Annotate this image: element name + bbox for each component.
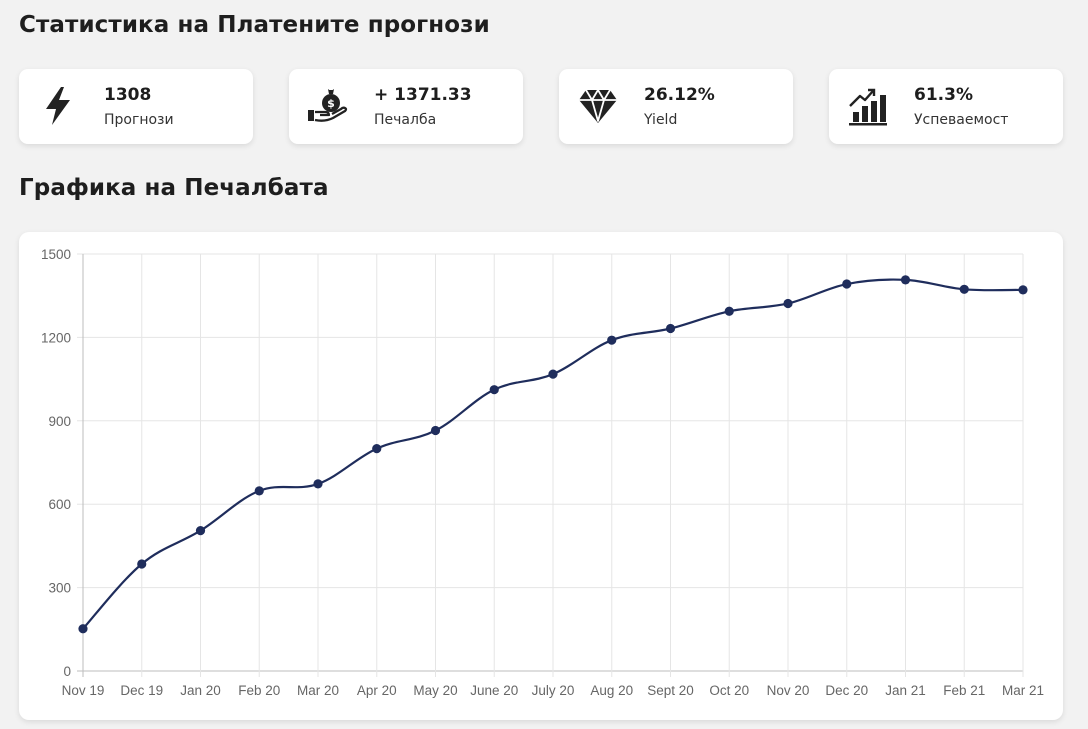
lightning-icon [37,85,79,127]
y-tick-label: 0 [63,664,71,679]
y-axis-ticks: 0 300 600 900 1200 1500 [41,247,71,679]
card-profit: $ + 1371.33 Печалба [289,69,523,144]
data-point[interactable] [78,624,88,634]
card-yield: 26.12% Yield [559,69,793,144]
data-point[interactable] [842,279,852,289]
data-point[interactable] [724,306,734,316]
data-point[interactable] [195,526,206,536]
y-tick-label: 600 [48,497,71,512]
x-tick-label: July 20 [532,683,575,698]
yield-value: 26.12% [644,85,715,105]
money-bag-hand-icon: $ [307,85,349,127]
profit-series-line [82,278,1024,630]
success-rate-value: 61.3% [914,85,973,105]
data-point[interactable] [430,425,441,436]
x-tick-label: Oct 20 [709,683,749,698]
stats-cards: 1308 Прогнози $ + 1371.33 Печалба [19,69,1063,144]
diamond-icon [577,85,619,127]
x-tick-label: Sept 20 [647,683,694,698]
success-rate-label: Успеваемост [914,112,1009,128]
profit-line-chart: 0 300 600 900 1200 1500 Nov 19 Dec 19 Jan 20 Feb… [41,247,1044,698]
data-point[interactable] [372,444,382,454]
stats-section-title: Статистика на Платените прогнози [19,12,490,38]
card-predictions: 1308 Прогнози [19,69,253,144]
chart-grid [77,253,1024,677]
profit-chart-card: 0 300 600 900 1200 1500 Nov 19 Dec 19 Jan 20 Feb… [19,232,1063,720]
x-tick-label: Apr 20 [357,683,397,698]
profit-value: + 1371.33 [374,85,472,105]
data-point[interactable] [1018,285,1028,295]
data-point[interactable] [548,369,558,379]
card-success-rate: 61.3% Успеваемост [829,69,1063,144]
x-tick-label: June 20 [470,683,518,698]
data-point[interactable] [959,284,969,294]
x-axis-ticks: Nov 19 Dec 19 Jan 20 Feb 20 Mar 20 Apr 20 May … [62,683,1044,698]
data-point[interactable] [607,335,617,345]
x-tick-label: Feb 21 [943,683,985,698]
x-tick-label: Mar 20 [297,683,339,698]
data-point[interactable] [665,323,676,334]
growth-chart-icon [847,85,889,127]
x-tick-label: Aug 20 [590,683,633,698]
svg-text:$: $ [327,97,335,110]
data-point[interactable] [900,275,911,285]
profit-series-points [78,275,1028,634]
x-tick-label: Jan 20 [180,683,221,698]
yield-label: Yield [644,112,678,128]
x-tick-label: Mar 21 [1002,683,1044,698]
x-tick-label: Jan 21 [885,683,926,698]
x-tick-label: Dec 19 [120,683,163,698]
x-tick-label: May 20 [413,683,457,698]
y-tick-label: 300 [48,581,71,596]
y-tick-label: 1200 [41,330,71,345]
data-point[interactable] [137,559,147,569]
chart-section-title: Графика на Печалбата [19,175,329,201]
y-tick-label: 900 [48,414,71,429]
x-tick-label: Dec 20 [825,683,868,698]
data-point[interactable] [313,479,323,489]
x-tick-label: Nov 20 [767,683,810,698]
data-point[interactable] [254,486,264,496]
predictions-value: 1308 [104,85,152,105]
x-tick-label: Feb 20 [238,683,280,698]
data-point[interactable] [489,385,499,395]
data-point[interactable] [783,298,793,309]
x-tick-label: Nov 19 [62,683,105,698]
profit-label: Печалба [374,112,437,128]
y-tick-label: 1500 [41,247,71,262]
predictions-label: Прогнози [104,112,174,128]
